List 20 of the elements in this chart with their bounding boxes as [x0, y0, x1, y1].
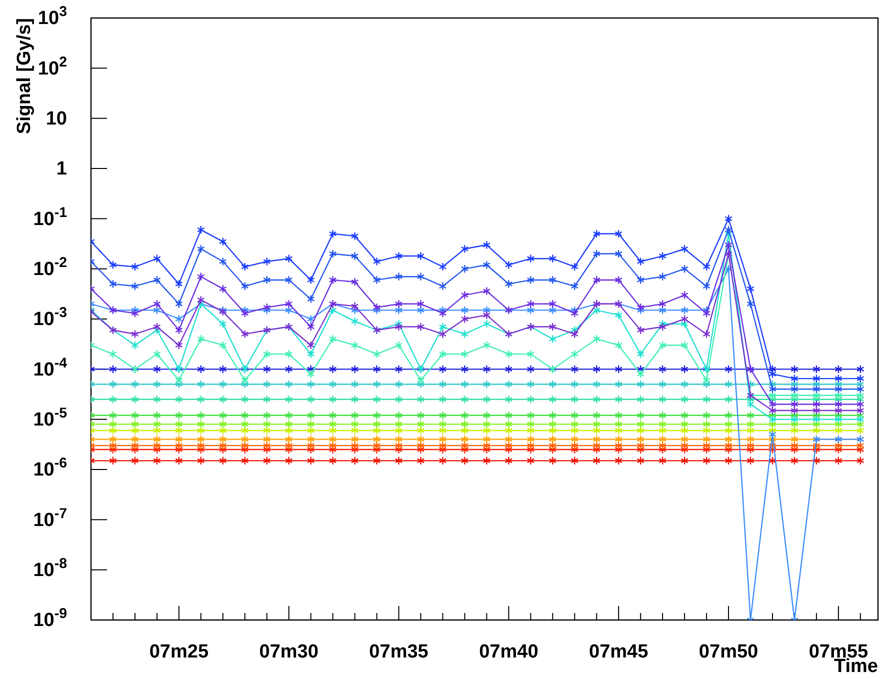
y-tick-label: 10$^{-8}$	[33, 556, 68, 581]
y-tick-label: 10$^{-3}$	[33, 305, 68, 330]
x-tick-label: 07m40	[479, 641, 538, 662]
y-tick-label: 10$^{2}$	[38, 54, 68, 80]
y-tick-label: 1	[56, 158, 68, 180]
x-tick-label: 07m25	[149, 641, 209, 662]
y-tick-label: 10$^{-9}$	[33, 606, 68, 632]
x-tick-label: 07m50	[698, 641, 758, 662]
y-tick-label: 10$^{-6}$	[33, 456, 68, 481]
y-axis-title: Signal [Gy/s]	[14, 18, 35, 134]
x-tick-label: 07m45	[589, 641, 649, 662]
y-tick-label: 10$^{-5}$	[33, 405, 68, 430]
y-tick-label: 10$^{3}$	[38, 4, 68, 30]
y-tick-label: 10	[46, 108, 67, 130]
x-tick-label: 07m35	[369, 641, 429, 662]
y-tick-label: 10$^{-4}$	[33, 355, 68, 380]
y-tick-label: 10$^{-1}$	[33, 204, 68, 230]
x-tick-label: 07m30	[259, 641, 318, 662]
y-tick-label: 10$^{-7}$	[33, 506, 68, 531]
y-tick-label: 10$^{-2}$	[33, 254, 68, 280]
